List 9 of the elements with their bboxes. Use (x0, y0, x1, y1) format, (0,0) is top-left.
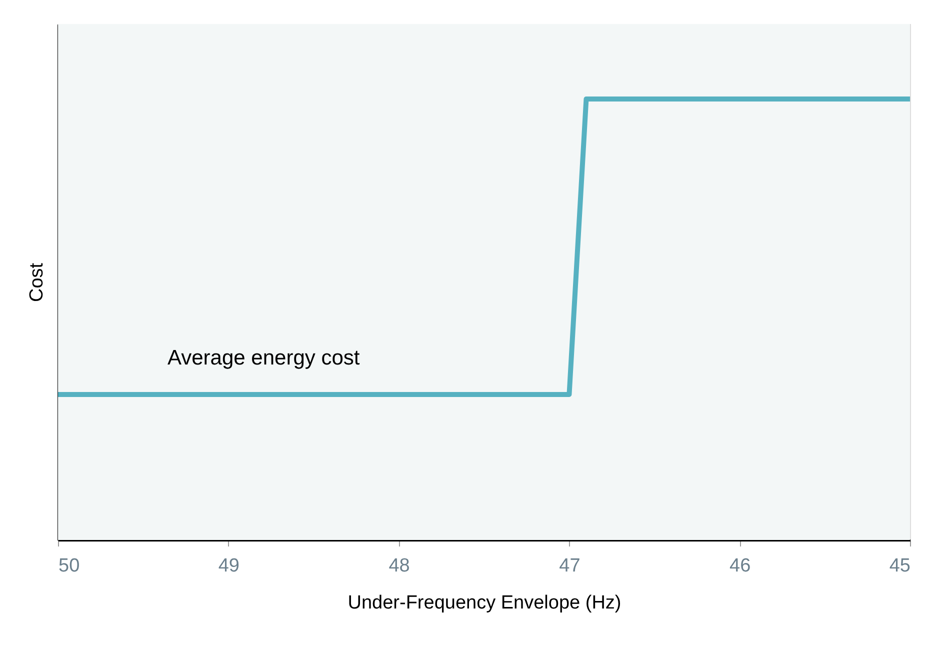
x-tick-label: 48 (388, 556, 410, 576)
x-tick-label: 46 (730, 556, 751, 576)
x-tick-label: 45 (889, 556, 910, 576)
x-tick-label: 49 (218, 556, 240, 576)
y-axis-title: Cost (26, 262, 48, 302)
x-tick-label: 47 (559, 556, 580, 576)
x-tick-label: 50 (58, 556, 80, 576)
x-axis-title: Under-Frequency Envelope (Hz) (348, 592, 622, 614)
series-label: Average energy cost (167, 346, 360, 370)
